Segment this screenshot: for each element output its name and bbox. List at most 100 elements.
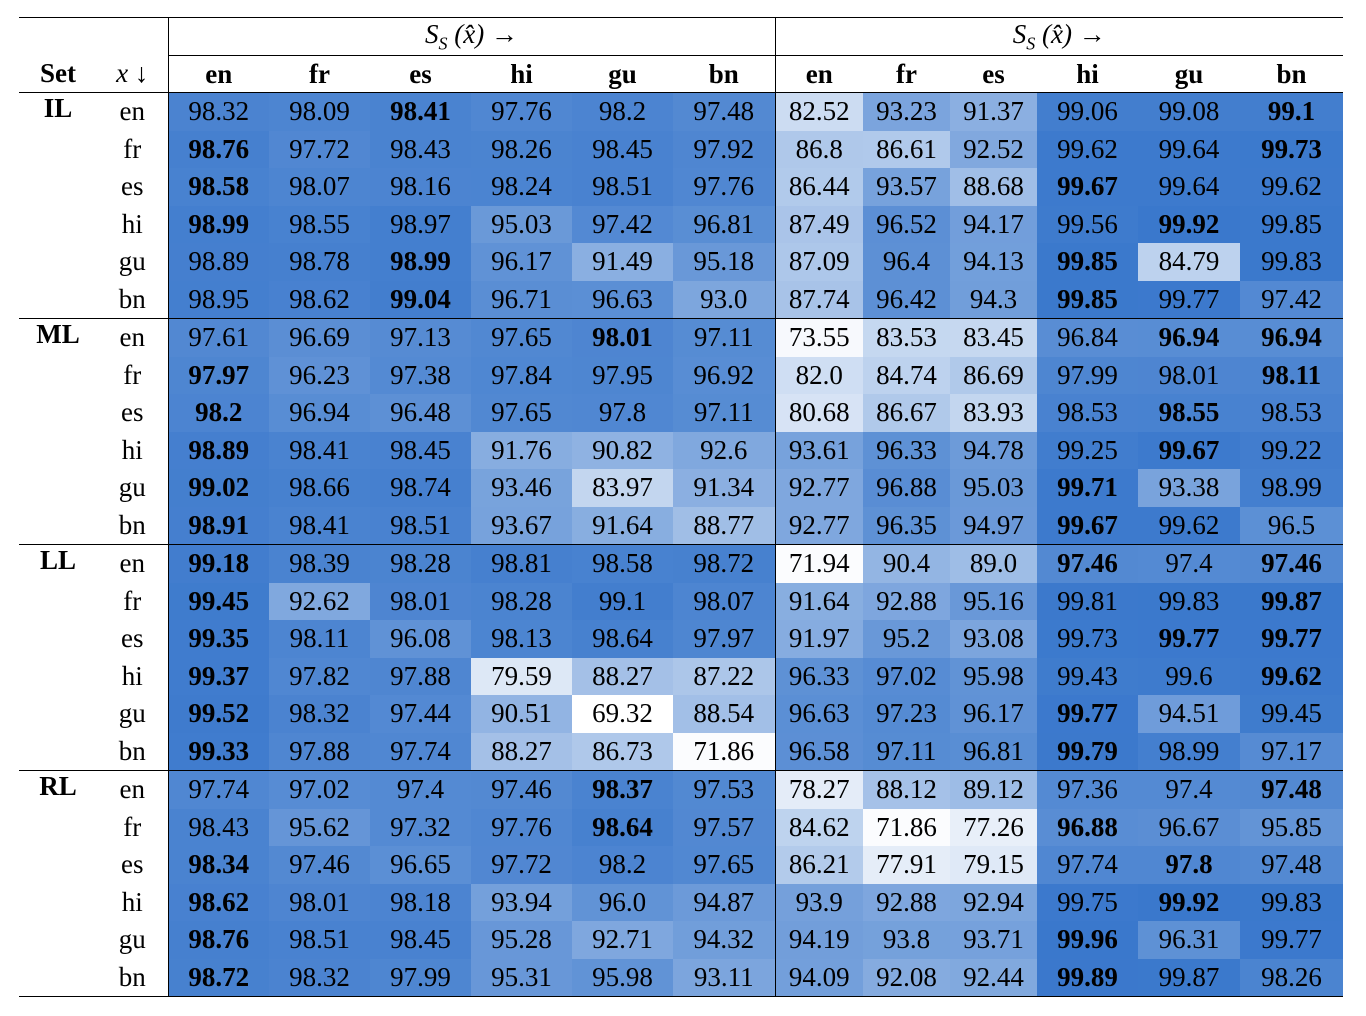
heatmap-cell: 69.32	[572, 695, 673, 733]
heatmap-cell: 97.97	[673, 620, 776, 658]
heatmap-cell: 96.63	[775, 695, 864, 733]
heatmap-cell: 96.08	[370, 620, 471, 658]
row-language-label: hi	[97, 431, 169, 469]
heatmap-cell: 97.74	[168, 770, 269, 809]
heatmap-cell: 97.42	[572, 205, 673, 243]
heatmap-cell: 94.13	[950, 243, 1038, 281]
heatmap-cell: 97.4	[1138, 544, 1241, 583]
heatmap-cell: 94.97	[950, 506, 1038, 545]
column-header: gu	[572, 55, 673, 93]
heatmap-cell: 99.25	[1037, 431, 1139, 469]
heatmap-cell: 95.16	[950, 582, 1038, 620]
heatmap-cell: 98.97	[370, 205, 471, 243]
heatmap-cell: 94.87	[673, 883, 776, 921]
heatmap-cell: 84.79	[1138, 243, 1241, 281]
heatmap-cell: 97.17	[1240, 732, 1344, 771]
heatmap-cell: 89.0	[950, 544, 1038, 583]
heatmap-cell: 98.95	[168, 280, 269, 319]
heatmap-cell: 99.79	[1037, 732, 1139, 771]
heatmap-cell: 96.0	[572, 883, 673, 921]
heatmap-cell: 98.99	[168, 205, 269, 243]
heatmap-cell: 87.74	[775, 280, 864, 319]
heatmap-cell: 95.62	[269, 808, 370, 846]
heatmap-cell: 98.37	[572, 770, 673, 809]
heatmap-cell: 97.48	[1240, 846, 1344, 884]
heatmap-cell: 98.66	[269, 469, 370, 507]
heatmap-cell: 88.27	[471, 732, 572, 771]
table-row: bn 98.91 98.41 98.51 93.67 91.64 88.77 92.77 96.…	[19, 506, 1344, 545]
heatmap-cell: 88.27	[572, 657, 673, 695]
heatmap-cell: 98.99	[370, 243, 471, 281]
heatmap-cell: 98.01	[370, 582, 471, 620]
heatmap-cell: 91.64	[775, 582, 864, 620]
heatmap-cell: 98.26	[471, 130, 572, 168]
heatmap-cell: 98.32	[168, 92, 269, 131]
heatmap-cell: 87.09	[775, 243, 864, 281]
heatmap-cell: 91.49	[572, 243, 673, 281]
table-row: gu 98.76 98.51 98.45 95.28 92.71 94.32 94.19 93.…	[19, 921, 1344, 959]
heatmap-cell: 86.61	[863, 130, 951, 168]
table-row: IL en 98.32 98.09 98.41 97.76 98.2 97.48 82.52 93…	[19, 92, 1344, 319]
row-language-label: fr	[97, 582, 169, 620]
heatmap-cell: 99.02	[168, 469, 269, 507]
results-heatmap-table: SS (x̂) → SS (x̂) → Set x ↓ en fr es hi …	[19, 17, 1344, 997]
heatmap-cell: 95.85	[1240, 808, 1344, 846]
heatmap-cell: 94.17	[950, 205, 1038, 243]
heatmap-cell: 98.41	[269, 506, 370, 545]
row-language-label: en	[97, 318, 169, 357]
heatmap-cell: 97.57	[673, 808, 776, 846]
heatmap-cell: 99.43	[1037, 657, 1139, 695]
heatmap-cell: 98.28	[471, 582, 572, 620]
heatmap-cell: 94.32	[673, 921, 776, 959]
row-language-label: es	[97, 168, 169, 206]
heatmap-cell: 97.42	[1240, 280, 1344, 319]
heatmap-cell: 95.28	[471, 921, 572, 959]
heatmap-cell: 96.48	[370, 394, 471, 432]
heatmap-cell: 98.76	[168, 921, 269, 959]
heatmap-cell: 99.62	[1138, 506, 1241, 545]
table-row: es 98.58 98.07 98.16 98.24 98.51 97.76 86.44 93.…	[19, 168, 1344, 206]
heatmap-cell: 93.46	[471, 469, 572, 507]
table-row: fr 98.76 97.72 98.43 98.26 98.45 97.92 86.8 86.6…	[19, 130, 1344, 168]
heatmap-cell: 77.91	[863, 846, 951, 884]
row-language-label: es	[97, 394, 169, 432]
heatmap-cell: 98.07	[269, 168, 370, 206]
column-header: hi	[471, 55, 572, 93]
heatmap-cell: 95.03	[950, 469, 1038, 507]
table-row: gu 99.52 98.32 97.44 90.51 69.32 88.54 96.63 97.…	[19, 695, 1344, 733]
heatmap-cell: 98.11	[1240, 356, 1344, 394]
heatmap-cell: 86.44	[775, 168, 864, 206]
heatmap-cell: 99.83	[1240, 883, 1344, 921]
group-header-left: SS (x̂) →	[168, 17, 776, 56]
heatmap-cell: 99.04	[370, 280, 471, 319]
heatmap-cell: 97.11	[863, 732, 951, 771]
heatmap-cell: 93.57	[863, 168, 951, 206]
heatmap-cell: 98.64	[572, 620, 673, 658]
row-language-label: fr	[97, 356, 169, 394]
heatmap-cell: 97.48	[673, 92, 776, 131]
heatmap-cell: 93.9	[775, 883, 864, 921]
column-header: bn	[673, 55, 776, 93]
heatmap-cell: 97.82	[269, 657, 370, 695]
heatmap-cell: 98.58	[572, 544, 673, 583]
heatmap-cell: 97.46	[471, 770, 572, 809]
heatmap-cell: 99.73	[1240, 130, 1344, 168]
heatmap-cell: 98.39	[269, 544, 370, 583]
heatmap-cell: 96.17	[950, 695, 1038, 733]
table-row: hi 98.99 98.55 98.97 95.03 97.42 96.81 87.49 96.…	[19, 205, 1344, 243]
heatmap-cell: 96.84	[1037, 318, 1139, 357]
heatmap-cell: 94.78	[950, 431, 1038, 469]
group-header-right-label: SS (x̂) →	[1012, 18, 1106, 54]
heatmap-cell: 96.88	[1037, 808, 1139, 846]
heatmap-cell: 92.62	[269, 582, 370, 620]
heatmap-cell: 79.15	[950, 846, 1038, 884]
heatmap-cell: 99.67	[1138, 431, 1241, 469]
heatmap-cell: 71.94	[775, 544, 864, 583]
heatmap-cell: 98.76	[168, 130, 269, 168]
heatmap-cell: 89.12	[950, 770, 1038, 809]
heatmap-cell: 99.85	[1240, 205, 1344, 243]
heatmap-cell: 97.92	[673, 130, 776, 168]
heatmap-cell: 91.76	[471, 431, 572, 469]
heatmap-cell: 93.8	[863, 921, 951, 959]
table-row: bn 98.95 98.62 99.04 96.71 96.63 93.0 87.74 96.4…	[19, 280, 1344, 319]
